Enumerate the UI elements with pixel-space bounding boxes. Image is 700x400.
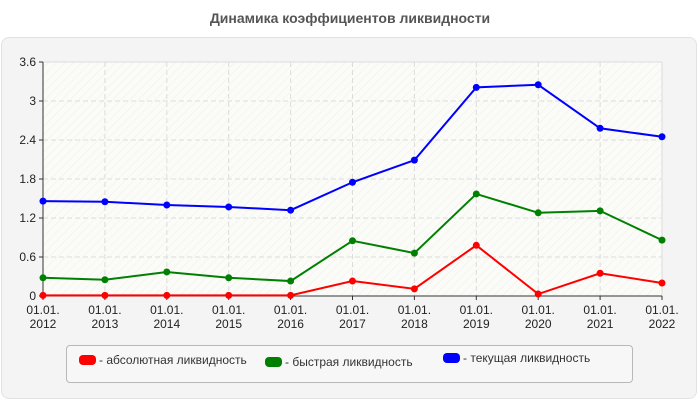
- data-point[interactable]: [658, 236, 666, 244]
- x-tick-label: 01.01.: [522, 303, 555, 317]
- x-tick-label: 01.01.: [645, 303, 678, 317]
- data-point[interactable]: [349, 178, 356, 186]
- data-point[interactable]: [596, 269, 604, 277]
- legend-swatch-green: [265, 357, 282, 367]
- x-tick-label: 01.01.: [212, 303, 245, 317]
- legend-swatch-blue: [443, 353, 460, 363]
- data-point[interactable]: [410, 156, 418, 164]
- data-point[interactable]: [163, 291, 171, 299]
- x-tick-label: 2014: [153, 317, 180, 331]
- y-tick-label: 0: [29, 289, 36, 303]
- data-point[interactable]: [163, 201, 171, 209]
- y-tick-label: 1.8: [19, 172, 36, 186]
- x-tick-label: 01.01.: [88, 303, 121, 317]
- legend-swatch-red: [79, 355, 96, 365]
- data-point[interactable]: [410, 249, 418, 257]
- data-point[interactable]: [39, 274, 47, 282]
- x-tick-label: 2013: [92, 317, 119, 331]
- data-point[interactable]: [534, 209, 542, 217]
- y-tick-label: 3.6: [19, 55, 36, 69]
- data-point[interactable]: [39, 291, 47, 299]
- x-tick-label: 2019: [463, 317, 490, 331]
- data-point[interactable]: [658, 133, 666, 141]
- data-point[interactable]: [39, 197, 47, 205]
- data-point[interactable]: [534, 290, 542, 298]
- x-tick-label: 01.01.: [398, 303, 431, 317]
- legend-item-quick: - быстрая ликвидность: [265, 355, 413, 369]
- legend-item-absolute: - абсолютная ликвидность: [79, 353, 247, 367]
- data-point[interactable]: [534, 81, 542, 89]
- x-tick-label: 2018: [401, 317, 428, 331]
- data-point[interactable]: [472, 190, 480, 198]
- legend-label: - текущая ликвидность: [463, 351, 591, 365]
- y-tick-label: 1.2: [19, 211, 36, 225]
- data-point[interactable]: [101, 198, 109, 206]
- x-tick-label: 2020: [525, 317, 552, 331]
- data-point[interactable]: [101, 276, 109, 284]
- data-point[interactable]: [163, 268, 171, 276]
- y-tick-label: 2.4: [19, 133, 36, 147]
- legend: - абсолютная ликвидность - быстрая ликви…: [66, 345, 633, 383]
- legend-item-current: - текущая ликвидность: [443, 351, 590, 365]
- chart-title: Динамика коэффициентов ликвидности: [209, 10, 491, 26]
- y-tick-label: 3: [29, 94, 36, 108]
- x-tick-label: 2012: [30, 317, 57, 331]
- data-point[interactable]: [225, 203, 233, 211]
- x-tick-label: 01.01.: [583, 303, 616, 317]
- data-point[interactable]: [349, 237, 356, 245]
- data-point[interactable]: [596, 124, 604, 132]
- x-tick-label: 2021: [587, 317, 614, 331]
- data-point[interactable]: [410, 285, 418, 293]
- x-tick-label: 01.01.: [336, 303, 369, 317]
- x-tick-label: 2017: [339, 317, 366, 331]
- plot-area: 00.61.21.82.433.601.01.201201.01.201301.…: [19, 55, 678, 331]
- data-point[interactable]: [101, 291, 109, 299]
- x-tick-label: 01.01.: [274, 303, 307, 317]
- data-point[interactable]: [287, 277, 295, 285]
- data-point[interactable]: [287, 291, 295, 299]
- legend-label: - быстрая ликвидность: [285, 355, 413, 369]
- x-tick-label: 2022: [649, 317, 676, 331]
- y-tick-label: 0.6: [19, 250, 36, 264]
- x-tick-label: 01.01.: [26, 303, 59, 317]
- legend-label: - абсолютная ликвидность: [99, 353, 247, 367]
- data-point[interactable]: [349, 277, 356, 285]
- data-point[interactable]: [472, 83, 480, 91]
- data-point[interactable]: [287, 206, 295, 214]
- x-tick-label: 2015: [215, 317, 242, 331]
- data-point[interactable]: [658, 279, 666, 287]
- x-tick-label: 01.01.: [460, 303, 493, 317]
- data-point[interactable]: [225, 274, 233, 282]
- data-point[interactable]: [596, 207, 604, 215]
- data-point[interactable]: [472, 241, 480, 249]
- x-tick-label: 01.01.: [150, 303, 183, 317]
- x-tick-label: 2016: [277, 317, 304, 331]
- data-point[interactable]: [225, 291, 233, 299]
